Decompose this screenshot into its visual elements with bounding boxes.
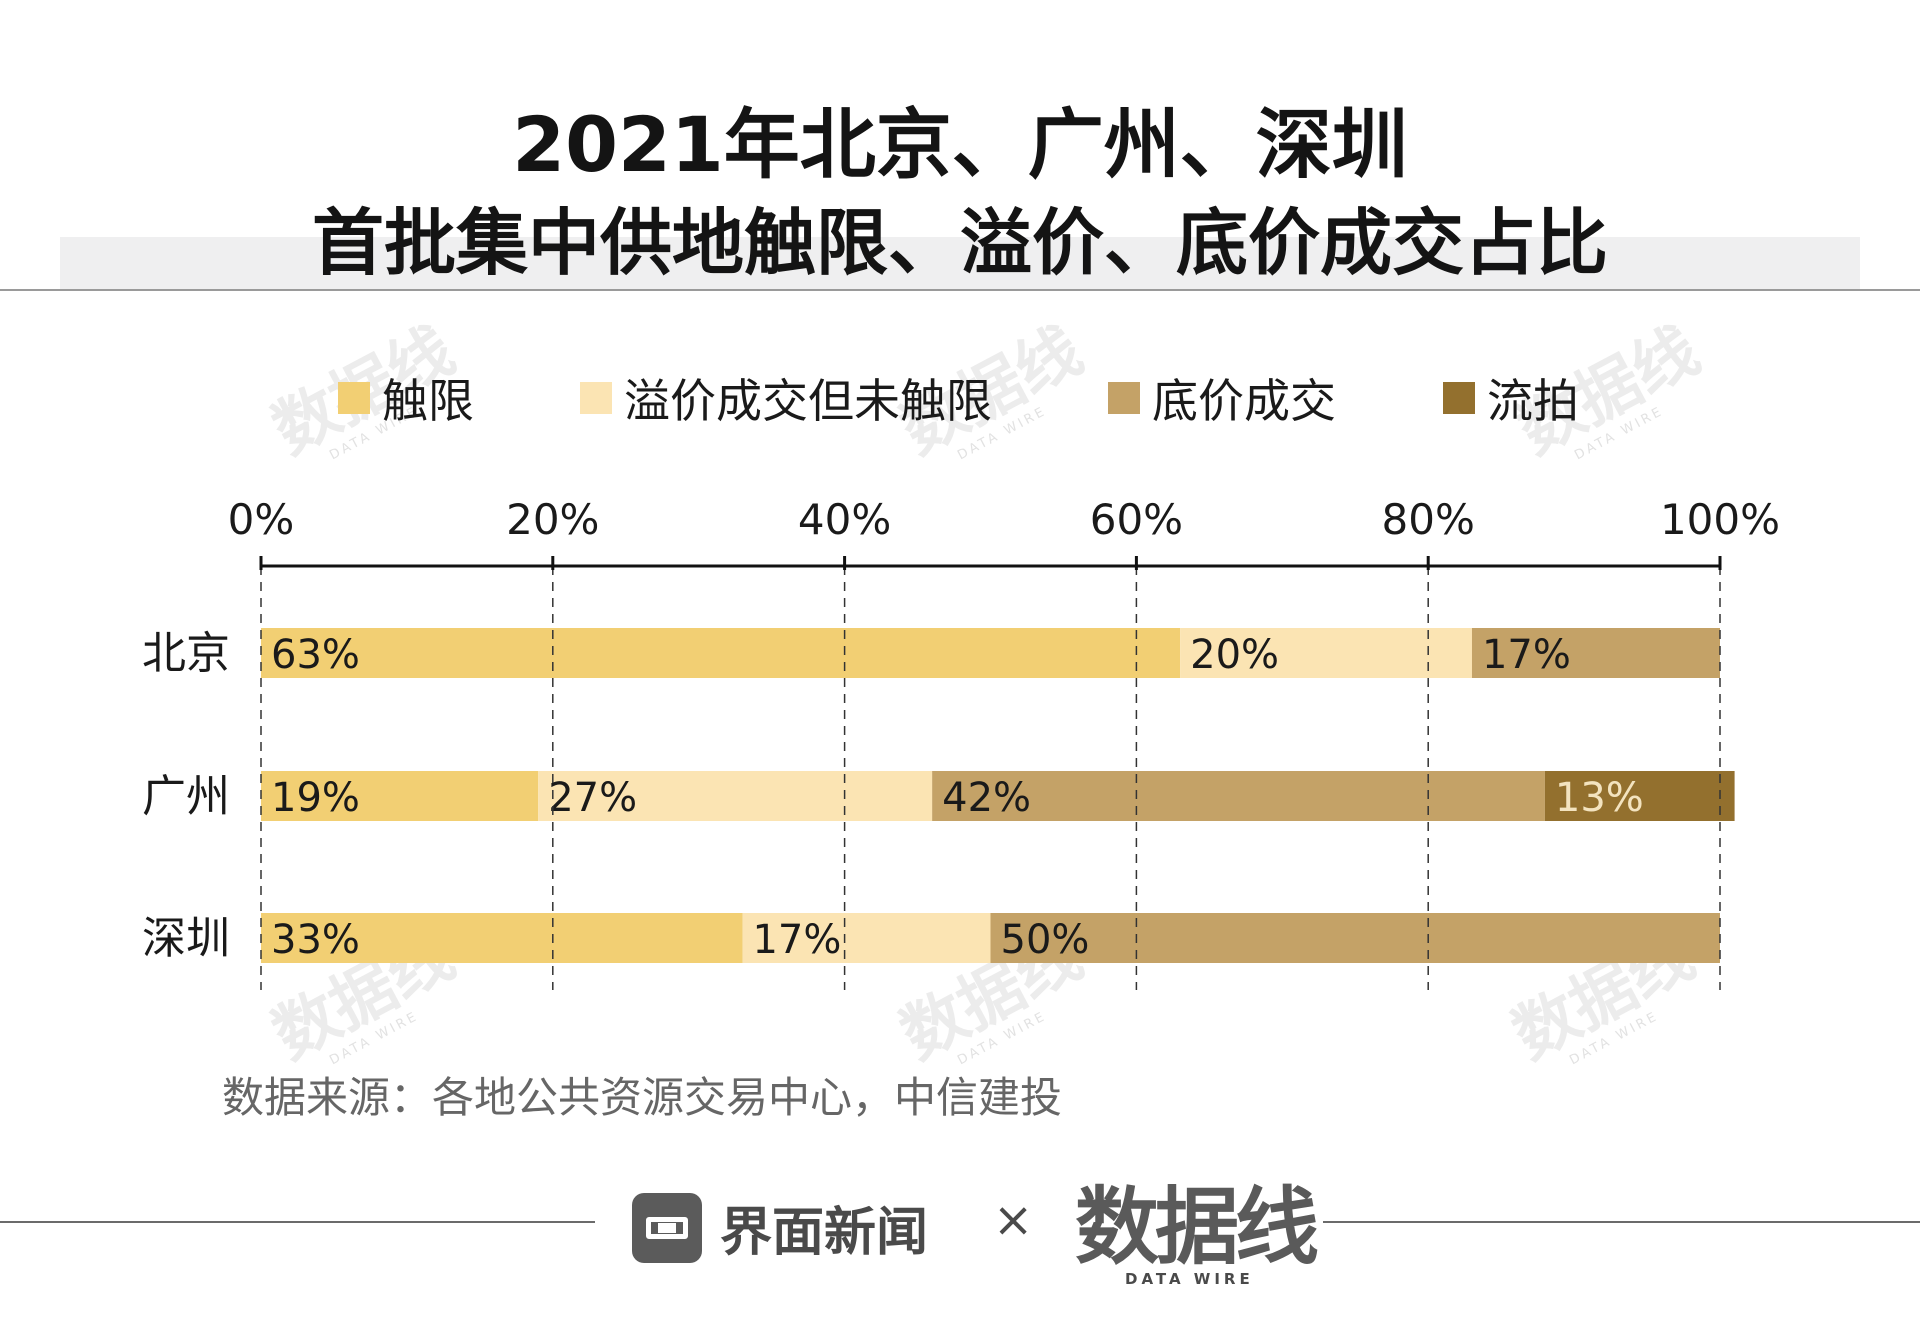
legend-label: 触限 — [382, 374, 474, 428]
source-note: 数据来源：各地公共资源交易中心，中信建投 — [222, 1073, 1063, 1122]
brand-name: 界面新闻 — [720, 1203, 929, 1263]
footer-divider-right — [1323, 1221, 1920, 1223]
legend-item-dijia: 底价成交 — [1108, 368, 1336, 428]
bar-segment — [1544, 771, 1735, 821]
chart-title-line1: 2021年北京、广州、深圳 — [512, 100, 1408, 189]
bar-segment — [538, 771, 933, 821]
data-label: 13% — [1555, 775, 1644, 821]
bar-segment — [261, 771, 539, 821]
x-tick-label: 40% — [798, 495, 891, 544]
bar-segment — [1471, 628, 1720, 678]
data-label: 27% — [548, 775, 637, 821]
bar-segment — [1180, 628, 1472, 678]
bar-segment — [932, 771, 1545, 821]
datawire-logo: 数据线 DATA WIRE — [1075, 1160, 1319, 1290]
jiemian-brand: 界面新闻 — [632, 1190, 928, 1265]
data-label: 50% — [1001, 917, 1090, 963]
legend-label: 底价成交 — [1152, 374, 1336, 428]
footer-divider-left — [0, 1221, 595, 1223]
datawire-logo-sub: DATA WIRE — [1125, 1270, 1254, 1288]
category-label: 北京 — [142, 628, 230, 679]
chart-title-line2: 首批集中供地触限、溢价、底价成交占比 — [311, 201, 1608, 285]
title-band — [60, 237, 1860, 289]
legend-swatch — [338, 382, 370, 414]
x-tick-label: 100% — [1660, 495, 1780, 544]
jiemian-logo-icon — [632, 1192, 702, 1263]
legend-label: 流拍 — [1487, 374, 1579, 428]
legend-item-chuxian: 触限 — [338, 368, 474, 428]
legend-swatch — [1443, 382, 1475, 414]
legend-swatch — [1108, 382, 1140, 414]
data-label: 63% — [271, 632, 360, 678]
legend-swatch — [580, 382, 612, 414]
legend-item-liupai: 流拍 — [1443, 368, 1579, 428]
x-tick-label: 20% — [506, 495, 599, 544]
legend-label: 溢价成交但未触限 — [624, 374, 992, 428]
x-tick-label: 60% — [1090, 495, 1183, 544]
data-label: 42% — [942, 775, 1031, 821]
legend-item-yijia: 溢价成交但未触限 — [580, 368, 992, 428]
x-tick-label: 80% — [1382, 495, 1475, 544]
bar-segment — [261, 913, 743, 963]
stacked-bar-chart: 0% 20% 40% 60% 80% 100% 北京 63% 20% 17% 广州 19% 27% 42%… — [142, 495, 1780, 990]
times-symbol: × — [993, 1192, 1034, 1248]
data-label: 20% — [1190, 632, 1279, 678]
bar-segment — [261, 628, 1181, 678]
datawire-logo-text: 数据线 — [1075, 1178, 1319, 1276]
bar-segment — [742, 913, 991, 963]
bar-segment — [990, 913, 1720, 963]
x-tick-label: 0% — [228, 495, 295, 544]
data-label: 19% — [271, 775, 360, 821]
category-label: 深圳 — [142, 913, 230, 964]
data-label: 17% — [752, 917, 841, 963]
category-label: 广州 — [142, 771, 230, 822]
data-label: 33% — [271, 917, 360, 963]
title-divider — [0, 289, 1920, 291]
data-label: 17% — [1482, 632, 1571, 678]
